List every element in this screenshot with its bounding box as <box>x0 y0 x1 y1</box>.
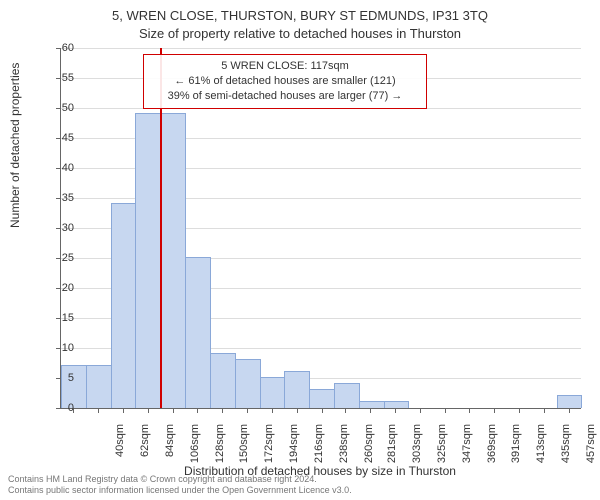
ytick-label: 40 <box>44 162 74 174</box>
y-axis-label: Number of detached properties <box>8 63 22 228</box>
xtick-label: 106sqm <box>189 424 201 474</box>
xtick-mark <box>173 408 174 413</box>
callout-box: 5 WREN CLOSE: 117sqm← 61% of detached ho… <box>143 54 427 109</box>
histogram-bar <box>384 401 410 408</box>
gridline-h <box>61 48 581 49</box>
callout-line1: 5 WREN CLOSE: 117sqm <box>150 59 420 74</box>
footer-line2: Contains public sector information licen… <box>8 485 592 496</box>
ytick-label: 45 <box>44 132 74 144</box>
xtick-label: 369sqm <box>486 424 498 474</box>
footer-line1: Contains HM Land Registry data © Crown c… <box>8 474 592 485</box>
histogram-bar <box>210 353 236 408</box>
xtick-label: 303sqm <box>411 424 423 474</box>
histogram-bar <box>334 383 360 408</box>
histogram-bar <box>135 113 161 408</box>
callout-line3: 39% of semi-detached houses are larger (… <box>150 89 420 104</box>
page-title-line1: 5, WREN CLOSE, THURSTON, BURY ST EDMUNDS… <box>0 8 600 23</box>
xtick-mark <box>345 408 346 413</box>
xtick-mark <box>544 408 545 413</box>
ytick-label: 50 <box>44 102 74 114</box>
ytick-label: 20 <box>44 282 74 294</box>
xtick-mark <box>98 408 99 413</box>
xtick-label: 281sqm <box>386 424 398 474</box>
histogram-bar <box>185 257 211 408</box>
ytick-label: 60 <box>44 42 74 54</box>
xtick-label: 194sqm <box>288 424 300 474</box>
xtick-mark <box>222 408 223 413</box>
xtick-mark <box>297 408 298 413</box>
xtick-label: 435sqm <box>560 424 572 474</box>
footer-attribution: Contains HM Land Registry data © Crown c… <box>8 474 592 496</box>
ytick-label: 30 <box>44 222 74 234</box>
histogram-bar <box>284 371 310 408</box>
ytick-label: 15 <box>44 312 74 324</box>
ytick-label: 10 <box>44 342 74 354</box>
xtick-label: 128sqm <box>214 424 226 474</box>
callout-line2: ← 61% of detached houses are smaller (12… <box>150 74 420 89</box>
xtick-mark <box>148 408 149 413</box>
ytick-label: 0 <box>44 402 74 414</box>
xtick-mark <box>370 408 371 413</box>
xtick-mark <box>445 408 446 413</box>
histogram-bar <box>359 401 385 408</box>
xtick-mark <box>247 408 248 413</box>
xtick-label: 260sqm <box>363 424 375 474</box>
xtick-mark <box>322 408 323 413</box>
xtick-label: 40sqm <box>114 424 126 474</box>
xtick-label: 347sqm <box>461 424 473 474</box>
xtick-mark <box>272 408 273 413</box>
ytick-label: 5 <box>44 372 74 384</box>
xtick-label: 84sqm <box>164 424 176 474</box>
chart-plot-area: 5 WREN CLOSE: 117sqm← 61% of detached ho… <box>60 48 581 409</box>
histogram-bar <box>557 395 582 408</box>
ytick-label: 35 <box>44 192 74 204</box>
histogram-bar <box>160 113 186 408</box>
xtick-mark <box>420 408 421 413</box>
histogram-bar <box>260 377 286 408</box>
xtick-mark <box>123 408 124 413</box>
ytick-label: 55 <box>44 72 74 84</box>
xtick-label: 238sqm <box>338 424 350 474</box>
xtick-label: 62sqm <box>139 424 151 474</box>
histogram-bar <box>235 359 261 408</box>
xtick-label: 325sqm <box>436 424 448 474</box>
xtick-label: 413sqm <box>535 424 547 474</box>
xtick-mark <box>469 408 470 413</box>
page-title-line2: Size of property relative to detached ho… <box>0 26 600 41</box>
xtick-label: 216sqm <box>313 424 325 474</box>
xtick-mark <box>569 408 570 413</box>
xtick-label: 172sqm <box>263 424 275 474</box>
xtick-mark <box>519 408 520 413</box>
xtick-label: 150sqm <box>238 424 250 474</box>
xtick-mark <box>494 408 495 413</box>
histogram-bar <box>309 389 335 408</box>
ytick-label: 25 <box>44 252 74 264</box>
xtick-label: 457sqm <box>585 424 597 474</box>
histogram-bar <box>86 365 112 408</box>
xtick-mark <box>395 408 396 413</box>
xtick-mark <box>197 408 198 413</box>
histogram-bar <box>111 203 137 408</box>
xtick-label: 391sqm <box>510 424 522 474</box>
